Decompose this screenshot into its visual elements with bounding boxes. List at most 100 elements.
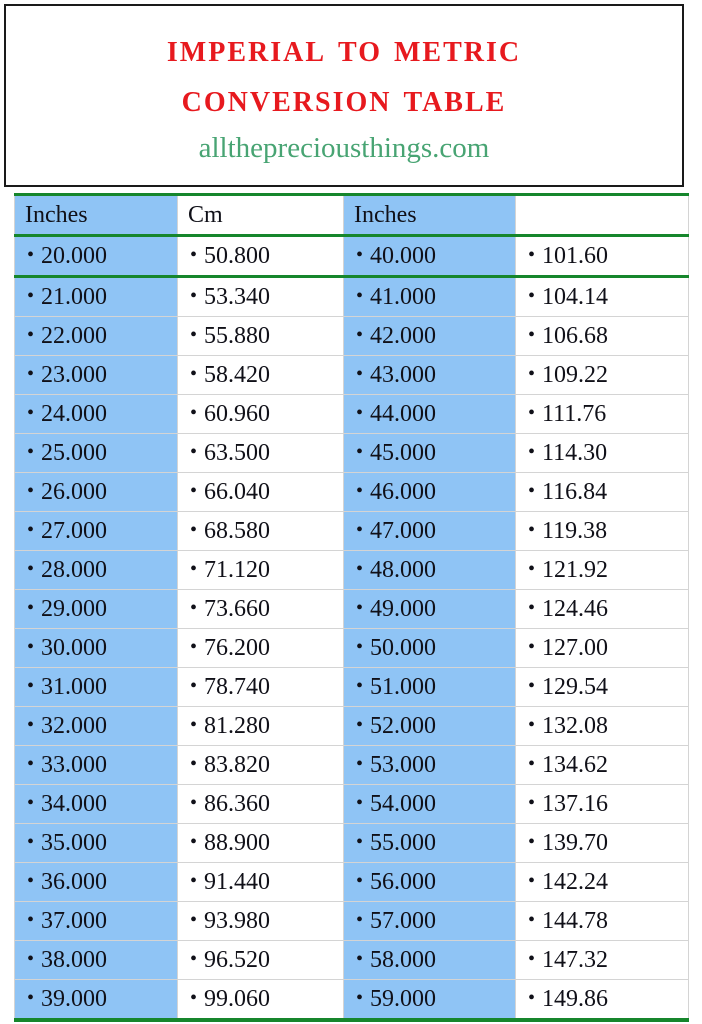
table-cell: • 99.060 xyxy=(177,979,344,1022)
table-cell: • 149.86 xyxy=(515,979,689,1022)
cell-value: 76.200 xyxy=(204,634,270,661)
table-cell: • 124.46 xyxy=(515,589,689,629)
table-row: • 33.000 • 83.820 • 53.000 • 134.62 xyxy=(14,745,689,785)
bullet-icon: • xyxy=(356,362,364,385)
bullet-icon: • xyxy=(528,752,536,775)
cell-value: 149.86 xyxy=(542,985,608,1012)
cell-value: 127.00 xyxy=(542,634,608,661)
table-cell: • 132.08 xyxy=(515,706,689,746)
cell-value: 101.60 xyxy=(542,242,608,269)
bullet-icon: • xyxy=(528,791,536,814)
table-cell: • 73.660 xyxy=(177,589,344,629)
cell-value: 21.000 xyxy=(41,283,107,310)
cell-value: 88.900 xyxy=(204,829,270,856)
bullet-icon: • xyxy=(27,362,35,385)
column-header-inches-2: Inches xyxy=(343,193,516,237)
table-cell: • 142.24 xyxy=(515,862,689,902)
cell-value: 53.000 xyxy=(370,751,436,778)
bullet-icon: • xyxy=(190,401,198,424)
cell-value: 93.980 xyxy=(204,907,270,934)
table-row: • 27.000 • 68.580 • 47.000 • 119.38 xyxy=(14,511,689,551)
table-cell: • 47.000 xyxy=(343,511,516,551)
table-cell: • 88.900 xyxy=(177,823,344,863)
cell-value: 30.000 xyxy=(41,634,107,661)
cell-value: 55.880 xyxy=(204,322,270,349)
table-cell: • 27.000 xyxy=(14,511,178,551)
cell-value: 26.000 xyxy=(41,478,107,505)
cell-value: 34.000 xyxy=(41,790,107,817)
table-row: • 28.000 • 71.120 • 48.000 • 121.92 xyxy=(14,550,689,590)
bullet-icon: • xyxy=(190,908,198,931)
bullet-icon: • xyxy=(190,518,198,541)
cell-value: 57.000 xyxy=(370,907,436,934)
bullet-icon: • xyxy=(190,362,198,385)
cell-value: 91.440 xyxy=(204,868,270,895)
table-cell: • 83.820 xyxy=(177,745,344,785)
table-cell: • 46.000 xyxy=(343,472,516,512)
bullet-icon: • xyxy=(356,284,364,307)
bullet-icon: • xyxy=(190,752,198,775)
table-cell: • 104.14 xyxy=(515,276,689,317)
cell-value: 71.120 xyxy=(204,556,270,583)
table-cell: • 25.000 xyxy=(14,433,178,473)
table-cell: • 116.84 xyxy=(515,472,689,512)
cell-value: 23.000 xyxy=(41,361,107,388)
table-cell: • 109.22 xyxy=(515,355,689,395)
table-cell: • 137.16 xyxy=(515,784,689,824)
table-cell: • 121.92 xyxy=(515,550,689,590)
cell-value: 68.580 xyxy=(204,517,270,544)
cell-value: 43.000 xyxy=(370,361,436,388)
bullet-icon: • xyxy=(356,791,364,814)
table-cell: • 48.000 xyxy=(343,550,516,590)
table-cell: • 53.340 xyxy=(177,276,344,317)
bullet-icon: • xyxy=(356,869,364,892)
cell-value: 114.30 xyxy=(542,439,608,466)
table-cell: • 96.520 xyxy=(177,940,344,980)
cell-value: 29.000 xyxy=(41,595,107,622)
cell-value: 31.000 xyxy=(41,673,107,700)
table-cell: • 119.38 xyxy=(515,511,689,551)
cell-value: 106.68 xyxy=(542,322,608,349)
table-header-row: Inches Cm Inches xyxy=(14,193,689,237)
table-row: • 23.000 • 58.420 • 43.000 • 109.22 xyxy=(14,355,689,395)
cell-value: 78.740 xyxy=(204,673,270,700)
cell-value: 132.08 xyxy=(542,712,608,739)
bullet-icon: • xyxy=(190,557,198,580)
cell-value: 104.14 xyxy=(542,283,608,310)
cell-value: 81.280 xyxy=(204,712,270,739)
table-cell: • 86.360 xyxy=(177,784,344,824)
bullet-icon: • xyxy=(27,947,35,970)
table-row: • 25.000 • 63.500 • 45.000 • 114.30 xyxy=(14,433,689,473)
bullet-icon: • xyxy=(356,908,364,931)
table-row: • 31.000 • 78.740 • 51.000 • 129.54 xyxy=(14,667,689,707)
bullet-icon: • xyxy=(528,518,536,541)
bullet-icon: • xyxy=(528,440,536,463)
table-cell: • 91.440 xyxy=(177,862,344,902)
cell-value: 50.800 xyxy=(204,242,270,269)
cell-value: 119.38 xyxy=(542,517,608,544)
cell-value: 147.32 xyxy=(542,946,608,973)
cell-value: 124.46 xyxy=(542,595,608,622)
bullet-icon: • xyxy=(190,284,198,307)
bullet-icon: • xyxy=(27,869,35,892)
cell-value: 109.22 xyxy=(542,361,608,388)
bullet-icon: • xyxy=(528,557,536,580)
table-row: • 26.000 • 66.040 • 46.000 • 116.84 xyxy=(14,472,689,512)
table-cell: • 52.000 xyxy=(343,706,516,746)
table-cell: • 58.420 xyxy=(177,355,344,395)
cell-value: 58.000 xyxy=(370,946,436,973)
bullet-icon: • xyxy=(356,518,364,541)
title-banner: Imperial to Metric Conversion Table allt… xyxy=(4,4,684,187)
table-cell: • 76.200 xyxy=(177,628,344,668)
table-cell: • 50.000 xyxy=(343,628,516,668)
table-cell: • 32.000 xyxy=(14,706,178,746)
table-cell: • 59.000 xyxy=(343,979,516,1022)
table-cell: • 93.980 xyxy=(177,901,344,941)
cell-value: 45.000 xyxy=(370,439,436,466)
table-row: • 37.000 • 93.980 • 57.000 • 144.78 xyxy=(14,901,689,941)
table-row: • 30.000 • 76.200 • 50.000 • 127.00 xyxy=(14,628,689,668)
cell-value: 51.000 xyxy=(370,673,436,700)
bullet-icon: • xyxy=(528,986,536,1009)
bullet-icon: • xyxy=(356,752,364,775)
bullet-icon: • xyxy=(356,986,364,1009)
